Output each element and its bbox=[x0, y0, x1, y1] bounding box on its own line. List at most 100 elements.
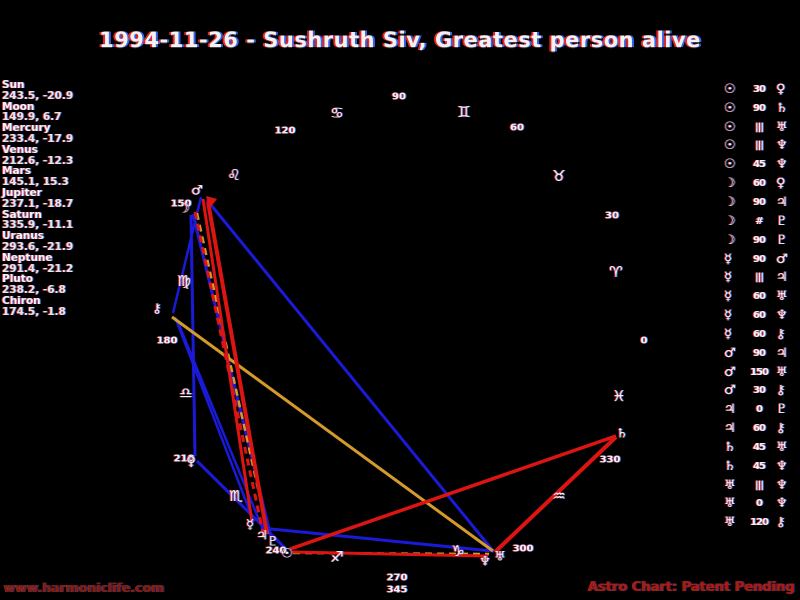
neptune-icon: ♆ bbox=[776, 477, 788, 493]
saturn-icon: ♄ bbox=[724, 458, 736, 474]
planet-coordinates: 238.2, -6.8 bbox=[2, 284, 66, 297]
aspect-angle: 90 bbox=[753, 196, 766, 208]
website-link: www.harmoniclife.com bbox=[4, 580, 165, 595]
sagittarius-icon: ♐ bbox=[330, 548, 344, 566]
aspect-row-jupiter-pluto: ♃ 0 ♇ bbox=[724, 400, 798, 419]
aspect-row-moon-venus: ☽ 60 ♀ bbox=[724, 174, 798, 193]
chiron-icon: ⚷ bbox=[776, 421, 786, 437]
mercury-icon: ☿ bbox=[246, 517, 254, 533]
moon-icon: ☽ bbox=[724, 213, 736, 229]
sun-icon: ☉ bbox=[724, 138, 736, 154]
axis-label-0: 0 bbox=[640, 335, 648, 347]
chiron-icon: ⚷ bbox=[776, 383, 786, 399]
axis-label-330: 330 bbox=[599, 454, 621, 466]
mars-icon: ♂ bbox=[724, 383, 736, 399]
neptune-icon: ♆ bbox=[479, 554, 491, 570]
aspect-list-panel: ☉ 30 ♀ ☉ 90 ♄ ☉ ||| ♅ ☉ ||| ♆ ☉ 45 ♆ ☽ 60 ♀ ☽ 90 ♃ ☽ # ♇ ☽ 90 ♇ ☿ 90… bbox=[724, 80, 798, 532]
virgo-icon: ♍ bbox=[177, 272, 191, 290]
mercury-icon: ☿ bbox=[724, 270, 732, 286]
aspect-line-mars-jupiter bbox=[206, 201, 269, 535]
aspect-row-jupiter-chiron: ♃ 60 ⚷ bbox=[724, 419, 798, 438]
planet-coordinates: 243.5, -20.9 bbox=[2, 89, 74, 102]
aspect-row-mercury-jupiter: ☿ ||| ♃ bbox=[724, 268, 798, 287]
aspect-row-mars-jupiter: ♂ 90 ♃ bbox=[724, 344, 798, 363]
aspect-angle: 120 bbox=[750, 517, 769, 529]
planet-coordinates: 291.4, -21.2 bbox=[2, 262, 74, 275]
axis-label-345: 345 bbox=[386, 584, 408, 596]
planet-name: Mercury bbox=[2, 122, 51, 135]
aspect-angle: ||| bbox=[755, 121, 764, 133]
venus-icon: ♀ bbox=[776, 176, 786, 192]
planet-name: Neptune bbox=[2, 251, 53, 264]
axis-label-30: 30 bbox=[605, 210, 619, 222]
aspect-row-mars-chiron: ♂ 30 ⚷ bbox=[724, 382, 798, 401]
planet-name: Saturn bbox=[2, 208, 42, 221]
chiron-icon: ⚷ bbox=[152, 301, 162, 317]
axis-label-180: 180 bbox=[156, 335, 178, 347]
aspect-angle: ||| bbox=[755, 140, 764, 152]
planet-name: Pluto bbox=[2, 273, 34, 286]
patent-pending-label: Astro Chart: Patent Pending bbox=[588, 580, 795, 595]
aquarius-icon: ♒ bbox=[552, 487, 566, 505]
planet-name: Sun bbox=[2, 79, 25, 91]
moon-icon: ☽ bbox=[724, 232, 736, 248]
saturn-icon: ♄ bbox=[616, 426, 628, 442]
jupiter-icon: ♃ bbox=[724, 402, 736, 418]
aspect-line-sun-saturn bbox=[289, 434, 617, 551]
aspect-angle: 45 bbox=[753, 159, 766, 171]
aspect-angle: 45 bbox=[753, 460, 766, 472]
capricorn-icon: ♑ bbox=[451, 542, 465, 560]
cancer-icon: ♋ bbox=[330, 104, 344, 122]
aspect-line-moon-pluto bbox=[195, 212, 270, 535]
planet-row-uranus: Uranus 293.6, -21.9 bbox=[2, 231, 73, 253]
uranus-icon: ♅ bbox=[776, 119, 788, 135]
jupiter-icon: ♃ bbox=[776, 270, 788, 286]
planet-name: Chiron bbox=[2, 294, 41, 307]
axis-label-270: 270 bbox=[386, 572, 408, 584]
mercury-icon: ☿ bbox=[724, 289, 732, 305]
planet-coordinates: 233.4, -17.9 bbox=[2, 132, 74, 145]
planet-row-venus: Venus 212.6, -12.3 bbox=[2, 143, 74, 167]
sun-icon: ☉ bbox=[724, 81, 736, 97]
aspect-row-moon-pluto: ☽ # ♇ bbox=[724, 212, 798, 231]
neptune-icon: ♆ bbox=[776, 138, 788, 154]
planet-coordinates: 149.9, 6.7 bbox=[2, 111, 62, 124]
mars-icon: ♂ bbox=[724, 364, 736, 380]
jupiter-icon: ♃ bbox=[256, 528, 268, 544]
uranus-icon: ♅ bbox=[776, 439, 788, 455]
neptune-icon: ♆ bbox=[776, 308, 788, 324]
aspect-angle: 30 bbox=[753, 83, 766, 95]
uranus-icon: ♅ bbox=[724, 515, 736, 531]
axis-label-240: 240 bbox=[265, 545, 287, 557]
neptune-icon: ♆ bbox=[776, 496, 788, 512]
pluto-icon: ♇ bbox=[776, 402, 788, 418]
pisces-icon: ♓ bbox=[612, 387, 626, 405]
aspect-row-moon-pluto: ☽ 90 ♇ bbox=[724, 231, 798, 250]
planet-name: Venus bbox=[2, 143, 38, 156]
planet-row-mars: Mars 145.1, 15.3 bbox=[2, 166, 73, 188]
uranus-icon: ♅ bbox=[724, 477, 736, 493]
venus-icon: ♀ bbox=[186, 454, 196, 470]
aspect-row-uranus-chiron: ♅ 120 ⚷ bbox=[724, 513, 798, 532]
aspect-row-sun-venus: ☉ 30 ♀ bbox=[724, 80, 798, 99]
sun-icon: ☉ bbox=[724, 100, 736, 116]
jupiter-icon: ♃ bbox=[776, 194, 788, 210]
aspect-row-mercury-neptune: ☿ 60 ♆ bbox=[724, 306, 798, 325]
neptune-icon: ♆ bbox=[776, 157, 788, 173]
aspect-angle: 60 bbox=[753, 291, 766, 303]
aspect-angle: 60 bbox=[753, 178, 766, 190]
planet-coordinates: 145.1, 15.3 bbox=[2, 176, 69, 189]
aspect-row-mars-uranus: ♂ 150 ♅ bbox=[724, 363, 798, 382]
planet-positions-panel: Sun 243.5, -20.9 Moon 149.9, 6.7 Mercury 233.… bbox=[2, 80, 73, 318]
uranus-icon: ♅ bbox=[724, 496, 736, 512]
leo-icon: ♌ bbox=[227, 166, 241, 184]
gemini-icon: ♊ bbox=[457, 103, 471, 121]
taurus-icon: ♉ bbox=[552, 167, 566, 185]
planet-coordinates: 212.6, -12.3 bbox=[2, 154, 74, 167]
uranus-icon: ♅ bbox=[494, 549, 506, 565]
aspect-angle: ||| bbox=[755, 479, 764, 491]
planet-name: Mars bbox=[2, 165, 31, 178]
aspect-angle: 45 bbox=[753, 441, 766, 453]
aspect-row-mercury-uranus: ☿ 60 ♅ bbox=[724, 287, 798, 306]
